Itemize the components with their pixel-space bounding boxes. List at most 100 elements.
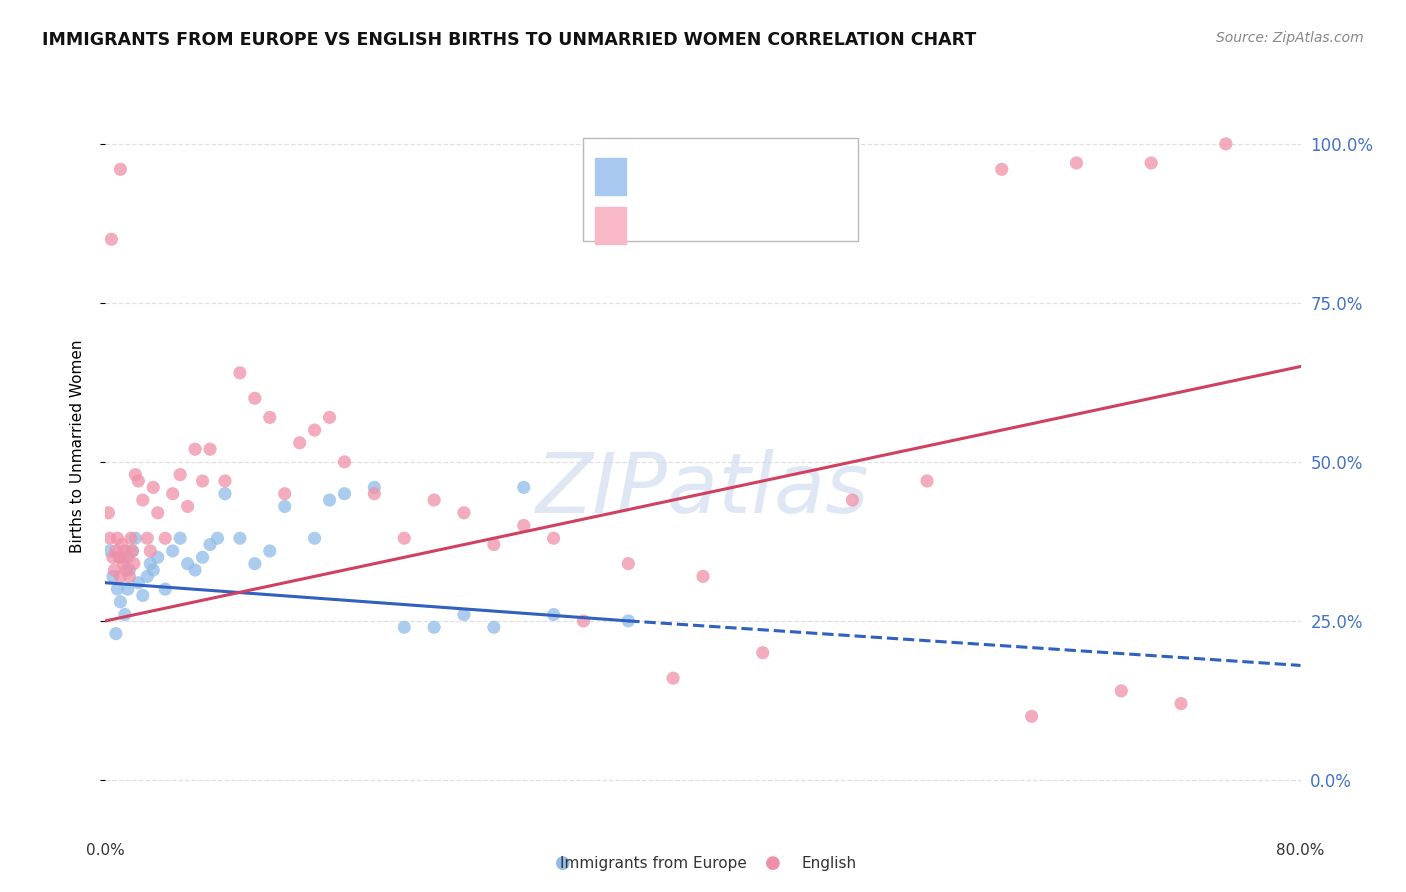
Point <box>1215 136 1237 151</box>
Point <box>259 410 281 425</box>
Point <box>214 474 236 488</box>
Point <box>751 646 773 660</box>
Point <box>136 531 159 545</box>
Point <box>122 557 145 571</box>
Point <box>692 569 714 583</box>
Point <box>117 550 139 565</box>
Point <box>112 550 135 565</box>
Point <box>127 575 149 590</box>
Point <box>318 410 340 425</box>
Point <box>176 557 198 571</box>
Point <box>127 474 149 488</box>
Point <box>101 550 124 565</box>
Point <box>191 474 214 488</box>
Point <box>162 544 184 558</box>
Text: -0.096: -0.096 <box>668 169 717 184</box>
Text: 0.343: 0.343 <box>668 219 716 233</box>
Point <box>482 620 505 634</box>
Point <box>333 455 356 469</box>
Point <box>98 531 121 545</box>
Point <box>214 486 236 500</box>
Point <box>273 486 295 500</box>
Text: R =: R = <box>637 219 675 233</box>
Point <box>153 582 177 596</box>
Point <box>121 544 143 558</box>
Point <box>229 366 252 380</box>
Text: 108: 108 <box>770 219 800 233</box>
Point <box>169 467 191 482</box>
Y-axis label: Births to Unmarried Women: Births to Unmarried Women <box>70 339 84 553</box>
Point <box>617 614 640 628</box>
Point <box>97 506 120 520</box>
Point <box>169 531 191 545</box>
Point <box>333 486 356 500</box>
Point <box>118 569 141 583</box>
Point <box>139 557 162 571</box>
Point <box>184 563 207 577</box>
Point <box>100 232 122 246</box>
Point <box>115 563 138 577</box>
Point <box>121 544 143 558</box>
Point <box>110 595 132 609</box>
Point <box>662 671 685 685</box>
Point <box>543 607 565 622</box>
Point <box>142 563 165 577</box>
Point <box>103 563 125 577</box>
Point <box>110 550 132 565</box>
Point <box>304 423 326 437</box>
Point <box>243 392 266 406</box>
Point <box>915 474 938 488</box>
Point <box>198 442 221 457</box>
Point <box>513 518 536 533</box>
Point <box>207 531 229 545</box>
Text: R =: R = <box>637 169 671 184</box>
Point <box>111 538 134 552</box>
Text: 80.0%: 80.0% <box>1277 843 1324 858</box>
Point <box>392 620 416 634</box>
Point <box>841 493 863 508</box>
Text: 0.0%: 0.0% <box>86 843 125 858</box>
Point <box>107 582 129 596</box>
Point <box>136 569 159 583</box>
Point <box>104 544 127 558</box>
Point <box>513 480 536 494</box>
Point <box>482 538 505 552</box>
Point <box>98 544 121 558</box>
Point <box>198 538 221 552</box>
Point <box>453 607 475 622</box>
Point <box>132 589 155 603</box>
Point <box>110 162 132 177</box>
Point <box>1021 709 1043 723</box>
Point <box>229 531 252 545</box>
Point <box>1140 156 1163 170</box>
Text: ●: ● <box>765 855 782 872</box>
Text: ZIPatlas: ZIPatlas <box>536 450 870 531</box>
Text: N =: N = <box>742 169 776 184</box>
Point <box>184 442 207 457</box>
Point <box>259 544 281 558</box>
Text: ●: ● <box>554 855 571 872</box>
Point <box>1170 697 1192 711</box>
Point <box>176 500 198 514</box>
Point <box>146 550 169 565</box>
Point <box>423 620 446 634</box>
Point <box>107 531 129 545</box>
Point <box>117 582 139 596</box>
Point <box>124 467 146 482</box>
Text: 42: 42 <box>775 169 799 184</box>
Point <box>191 550 214 565</box>
Point <box>318 493 340 508</box>
Point <box>112 557 135 571</box>
Point <box>243 557 266 571</box>
Point <box>153 531 177 545</box>
Point <box>363 486 385 500</box>
Point <box>120 531 142 545</box>
Point <box>273 500 295 514</box>
Point <box>114 607 136 622</box>
Text: Source: ZipAtlas.com: Source: ZipAtlas.com <box>1216 31 1364 45</box>
Point <box>1111 684 1133 698</box>
Point <box>363 480 385 494</box>
Point <box>142 480 165 494</box>
Text: N =: N = <box>742 219 776 233</box>
Point <box>162 486 184 500</box>
